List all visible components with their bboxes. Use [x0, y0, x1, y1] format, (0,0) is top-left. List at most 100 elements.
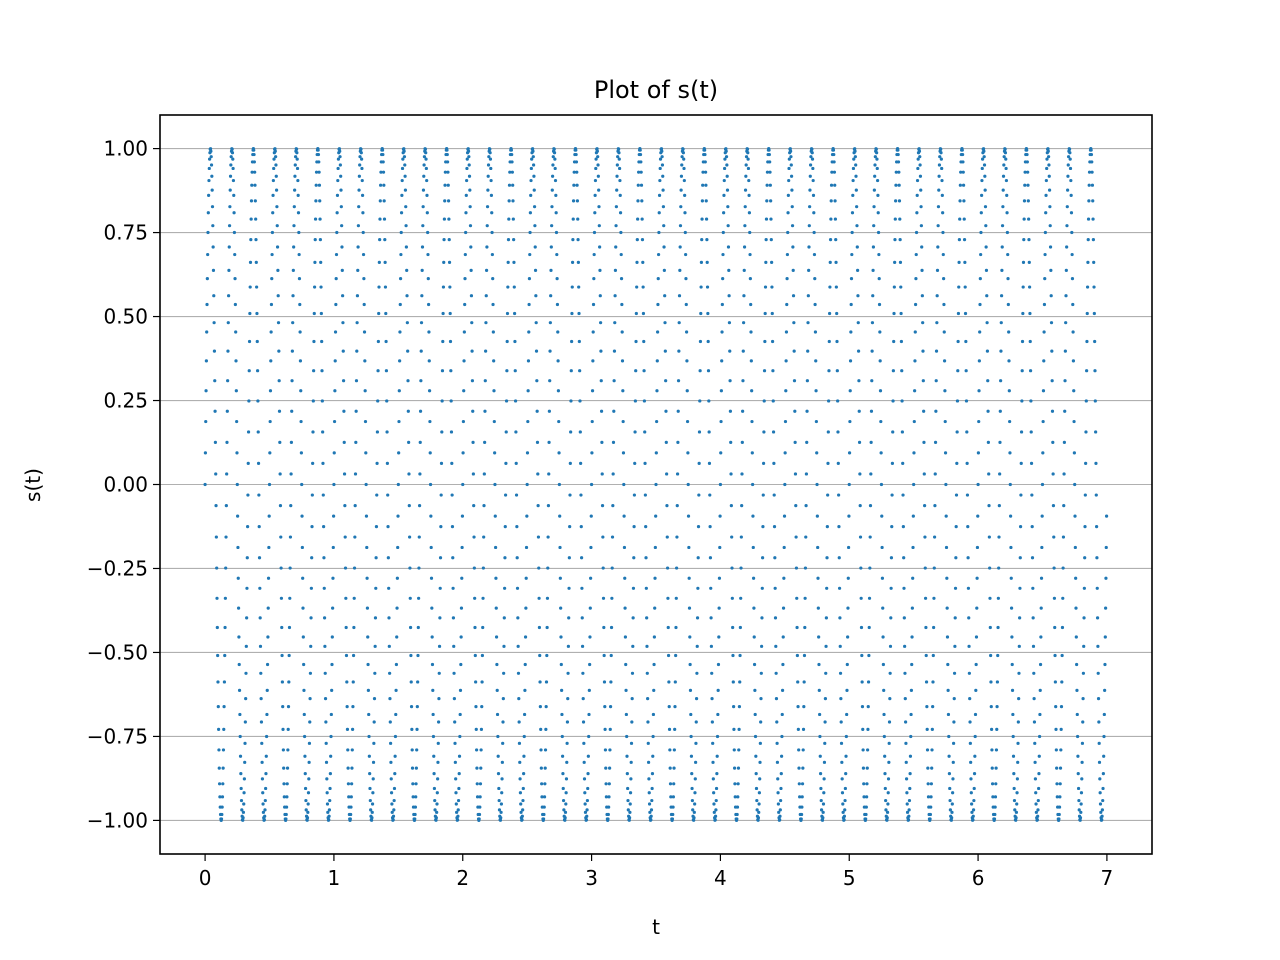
- data-point: [431, 688, 435, 692]
- data-point: [657, 211, 661, 215]
- data-point: [243, 720, 247, 724]
- data-point: [258, 616, 262, 620]
- data-point: [533, 268, 538, 272]
- data-point: [527, 277, 532, 281]
- data-point: [321, 461, 325, 466]
- data-point: [731, 653, 735, 658]
- data-point: [845, 662, 849, 667]
- data-point: [979, 211, 983, 215]
- data-point: [792, 379, 797, 383]
- data-point: [799, 812, 804, 817]
- data-point: [1063, 379, 1067, 383]
- data-point: [548, 379, 552, 383]
- data-point: [944, 482, 948, 487]
- data-point: [253, 199, 257, 203]
- data-point: [264, 754, 268, 758]
- data-point: [1055, 795, 1059, 799]
- data-point: [674, 625, 678, 630]
- data-point: [468, 205, 472, 209]
- data-point: [597, 224, 601, 228]
- data-point: [976, 482, 980, 487]
- data-point: [534, 321, 538, 325]
- data-point: [558, 514, 562, 518]
- data-point: [900, 430, 904, 434]
- data-point: [943, 451, 948, 455]
- data-point: [533, 245, 537, 249]
- data-point: [214, 503, 218, 508]
- data-point: [908, 772, 912, 776]
- data-point: [385, 461, 389, 466]
- data-point: [753, 688, 757, 692]
- data-point: [1026, 183, 1030, 187]
- data-point: [494, 576, 498, 580]
- data-point: [763, 285, 768, 289]
- data-point: [284, 812, 288, 817]
- data-point: [314, 170, 319, 174]
- data-point: [952, 671, 957, 675]
- data-point: [532, 174, 536, 178]
- data-point: [971, 818, 975, 822]
- data-point: [887, 760, 891, 764]
- data-point: [289, 503, 293, 508]
- data-point: [1000, 224, 1005, 228]
- data-point: [575, 199, 580, 203]
- data-point: [1059, 748, 1063, 752]
- data-point: [983, 205, 988, 209]
- data-point: [334, 252, 339, 257]
- data-point: [353, 472, 358, 476]
- data-point: [607, 782, 611, 786]
- data-point: [971, 808, 976, 812]
- data-point: [759, 671, 763, 675]
- data-point: [981, 147, 986, 151]
- data-point: [615, 163, 619, 167]
- data-point: [999, 321, 1003, 325]
- data-point: [293, 188, 297, 192]
- data-point: [934, 349, 939, 353]
- data-point: [696, 586, 700, 590]
- data-point: [1048, 205, 1052, 209]
- data-point: [570, 260, 575, 264]
- data-point: [776, 777, 780, 781]
- data-point: [619, 230, 623, 235]
- data-point: [603, 705, 607, 709]
- data-point: [835, 311, 839, 316]
- data-point: [1069, 178, 1073, 183]
- data-point: [742, 294, 746, 298]
- data-point: [503, 525, 507, 529]
- data-point: [792, 349, 796, 353]
- data-point: [380, 148, 385, 152]
- data-point: [362, 330, 367, 334]
- data-point: [313, 217, 318, 221]
- data-point: [344, 653, 349, 658]
- data-point: [928, 812, 933, 817]
- data-point: [714, 798, 718, 803]
- data-point: [668, 766, 672, 770]
- data-point: [550, 188, 554, 192]
- data-point: [933, 503, 937, 508]
- data-point: [277, 349, 281, 353]
- data-point: [797, 766, 801, 770]
- data-point: [670, 817, 675, 821]
- data-point: [1030, 556, 1035, 560]
- data-point: [815, 451, 819, 455]
- data-point: [1049, 268, 1053, 272]
- data-point: [866, 748, 870, 752]
- data-point: [673, 680, 677, 684]
- data-point: [572, 183, 576, 187]
- data-point: [876, 230, 881, 235]
- data-point: [243, 760, 247, 764]
- data-point: [414, 782, 418, 786]
- data-point: [1051, 503, 1056, 508]
- data-point: [914, 277, 918, 281]
- data-point: [304, 798, 308, 803]
- data-point: [970, 802, 974, 806]
- data-point: [286, 705, 291, 709]
- data-point: [425, 193, 429, 197]
- data-point: [458, 734, 462, 739]
- data-point: [617, 157, 621, 161]
- data-point: [358, 155, 362, 159]
- data-point: [825, 525, 829, 529]
- data-point: [857, 409, 861, 413]
- data-point: [229, 163, 233, 167]
- data-point: [569, 430, 573, 434]
